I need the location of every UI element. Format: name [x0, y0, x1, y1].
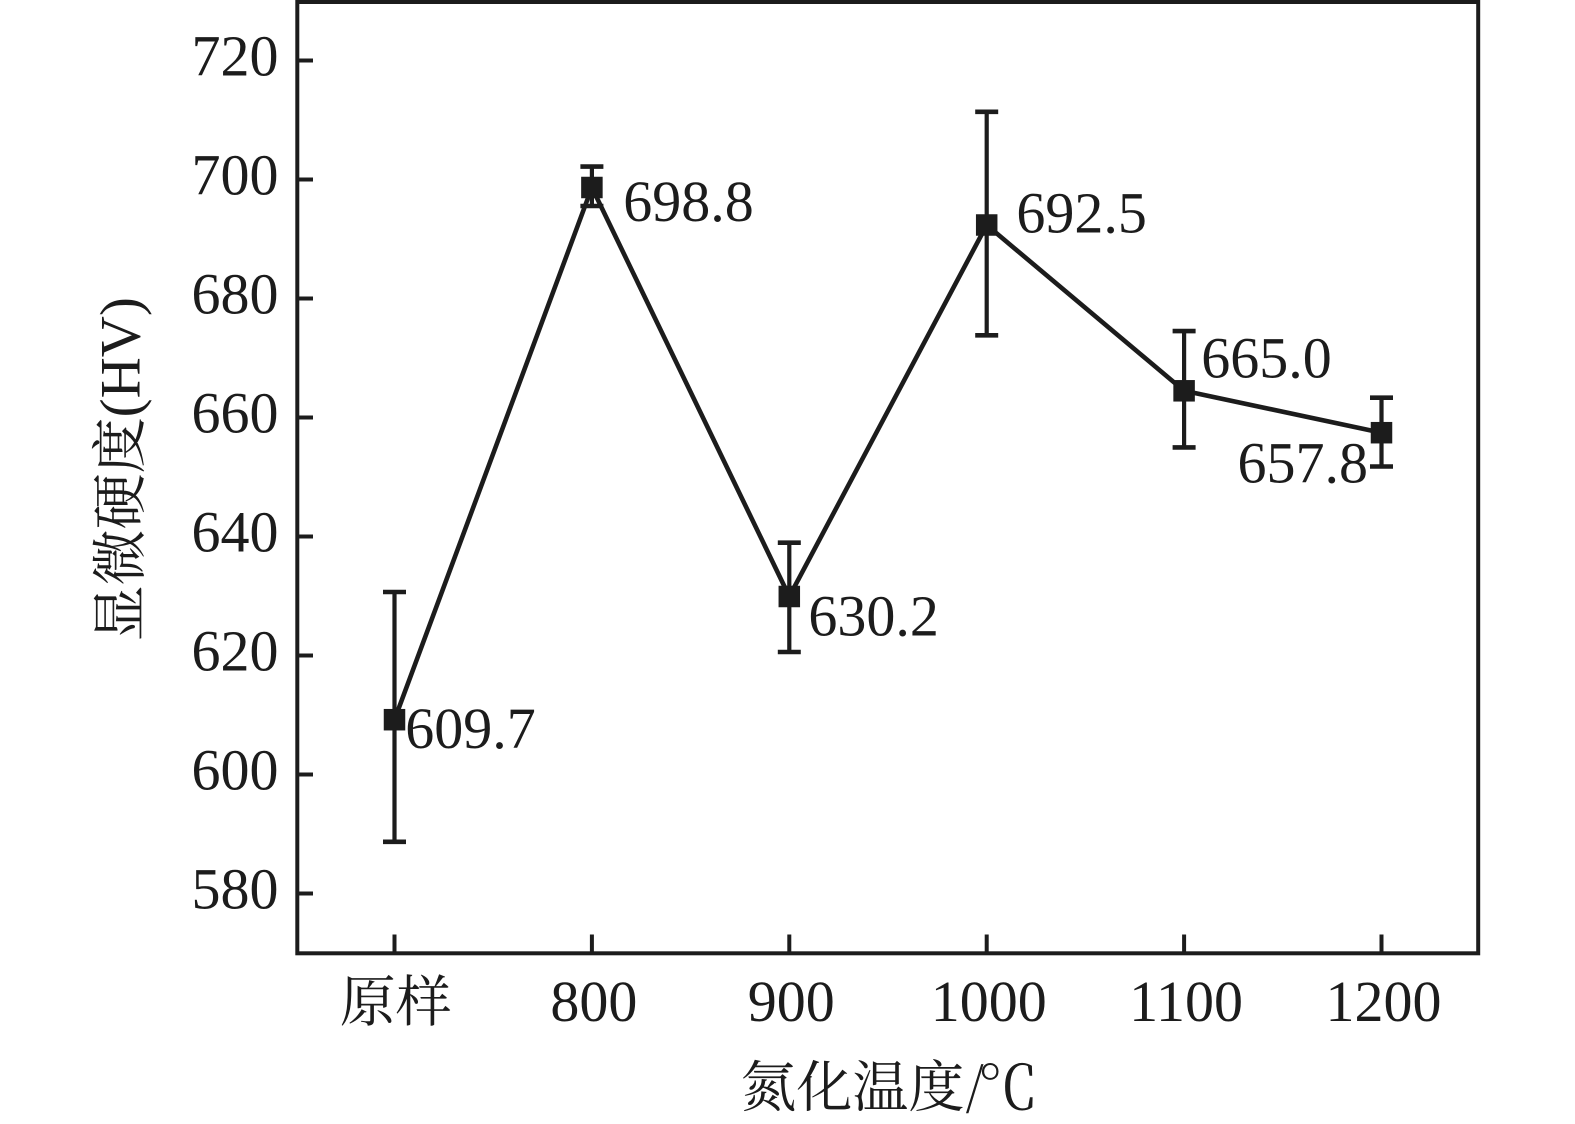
svg-text:1000: 1000 [931, 969, 1047, 1034]
svg-text:660: 660 [192, 381, 279, 446]
svg-text:692.5: 692.5 [1016, 181, 1147, 246]
svg-text:620: 620 [192, 619, 279, 684]
svg-text:609.7: 609.7 [405, 696, 536, 761]
svg-text:665.0: 665.0 [1201, 326, 1332, 391]
svg-text:720: 720 [192, 24, 279, 89]
svg-text:1200: 1200 [1326, 969, 1442, 1034]
svg-text:1100: 1100 [1129, 969, 1243, 1034]
svg-text:580: 580 [192, 857, 279, 922]
svg-text:698.8: 698.8 [623, 169, 754, 234]
svg-text:700: 700 [192, 143, 279, 208]
svg-text:657.8: 657.8 [1238, 431, 1369, 496]
svg-text:630.2: 630.2 [808, 584, 939, 649]
svg-text:680: 680 [192, 262, 279, 327]
svg-text:900: 900 [748, 969, 835, 1034]
svg-text:800: 800 [550, 969, 637, 1034]
svg-text:(HV): (HV) [90, 297, 153, 417]
svg-text:600: 600 [192, 738, 279, 803]
svg-text:640: 640 [192, 500, 279, 565]
